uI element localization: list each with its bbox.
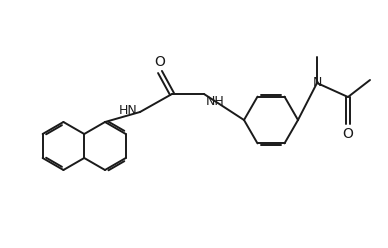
Text: HN: HN	[118, 104, 137, 118]
Text: NH: NH	[206, 95, 225, 108]
Text: O: O	[343, 127, 353, 141]
Text: O: O	[154, 55, 165, 69]
Text: N: N	[312, 76, 322, 90]
